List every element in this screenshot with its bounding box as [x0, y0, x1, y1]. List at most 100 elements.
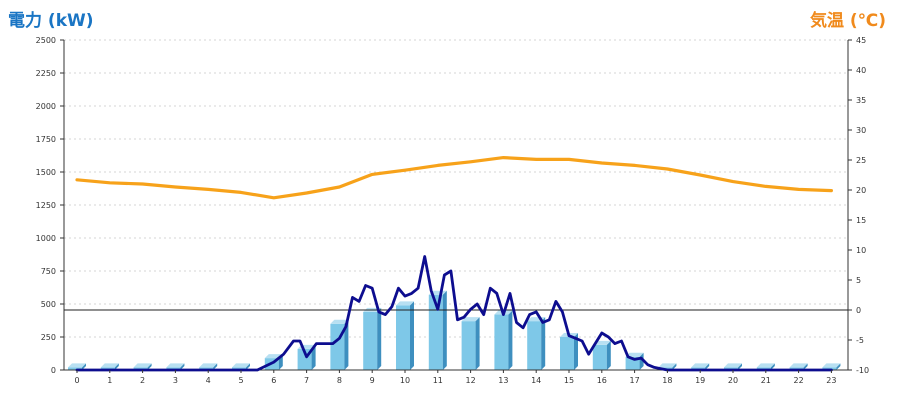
bar-top: [724, 363, 742, 368]
bar-side: [508, 310, 513, 370]
bar-top: [100, 363, 119, 368]
x-tick-label: 11: [433, 376, 443, 385]
bar-front: [68, 367, 82, 370]
power-bar: [363, 307, 382, 370]
x-tick-label: 2: [140, 376, 145, 385]
bar-side: [147, 363, 152, 370]
power-bar: [68, 363, 86, 370]
bar-side: [672, 363, 677, 370]
bar-side: [377, 307, 382, 370]
bar-top: [789, 363, 808, 368]
x-tick-label: 9: [370, 376, 375, 385]
x-tick-label: 7: [304, 376, 309, 385]
x-tick-label: 17: [630, 376, 640, 385]
temperature-line: [75, 156, 834, 200]
bar-top: [199, 363, 218, 368]
x-tick-label: 0: [74, 376, 79, 385]
left-tick-label: 1500: [36, 168, 56, 177]
power-bar: [461, 317, 480, 370]
power-bar: [396, 301, 414, 370]
bar-top: [232, 363, 250, 368]
bar-front: [560, 337, 574, 370]
tick-labels: 0 250 500 750 1000 1250 1500 1750 20 0 0 2250 2500 -1…: [36, 36, 869, 385]
bar-side: [803, 363, 808, 370]
right-tick-label: 10: [856, 246, 866, 255]
bar-top: [756, 363, 775, 368]
left-axis-title: 電力 (kW): [8, 11, 94, 31]
right-axis-title: 気温 (℃): [809, 11, 886, 31]
x-tick-label: 19: [695, 376, 705, 385]
bar-side: [606, 340, 611, 370]
bar-front: [494, 314, 509, 370]
bar-top: [396, 301, 414, 306]
left-tick-label: 1250: [36, 201, 56, 210]
bar-side: [246, 363, 250, 370]
bar-top: [822, 363, 841, 368]
bar-side: [475, 317, 480, 370]
bar-side: [442, 290, 447, 370]
bar-side: [705, 363, 710, 370]
power-bar: [592, 340, 611, 370]
right-tick-label: 45: [856, 36, 866, 45]
bar-side: [770, 363, 775, 370]
x-tick-label: 16: [597, 376, 607, 385]
left-tick-label: 0: [51, 366, 56, 375]
bar-front: [461, 321, 476, 370]
x-tick-label: 12: [466, 376, 476, 385]
x-tick-label: 5: [238, 376, 243, 385]
x-tick-label: 3: [173, 376, 178, 385]
bar-side: [344, 319, 349, 370]
bar-top: [658, 363, 677, 368]
bar-side: [82, 363, 86, 370]
left-tick-label: 750: [41, 267, 56, 276]
x-tick-label: 21: [761, 376, 771, 385]
bar-side: [311, 344, 316, 370]
right-tick-label: -10: [856, 366, 869, 375]
left-tick-label: 250: [41, 333, 56, 342]
left-tick-label: 1000: [36, 234, 56, 243]
right-tick-label: -5: [856, 336, 864, 345]
bar-side: [213, 363, 218, 370]
bar-side: [738, 363, 742, 370]
left-tick-label: 2500: [36, 36, 56, 45]
right-tick-label: 20: [856, 186, 866, 195]
x-tick-label: 4: [206, 376, 211, 385]
x-tick-label: 22: [794, 376, 804, 385]
bar-front: [363, 311, 378, 370]
right-tick-label: 35: [856, 96, 866, 105]
right-tick-label: 15: [856, 216, 866, 225]
power-bar: [560, 333, 578, 370]
left-tick-label: 1750: [36, 135, 56, 144]
bar-side: [574, 333, 578, 370]
power-bar: [527, 317, 546, 370]
x-tick-label: 15: [564, 376, 574, 385]
bar-top: [691, 363, 710, 368]
left-tick-label: 2250: [36, 69, 56, 78]
power-line: [75, 255, 833, 372]
bar-top: [133, 363, 152, 368]
bar-side: [836, 363, 841, 370]
bar-side: [114, 363, 119, 370]
right-tick-label: 30: [856, 126, 866, 135]
x-tick-label: 8: [337, 376, 342, 385]
power-bars: [68, 290, 841, 370]
bar-front: [396, 305, 410, 370]
right-tick-label: 0: [856, 306, 861, 315]
bar-top: [330, 319, 349, 324]
bar-side: [410, 301, 414, 370]
right-tick-label: 5: [856, 276, 861, 285]
series-lines: [75, 156, 834, 372]
bar-front: [592, 344, 607, 370]
x-tick-label: 20: [728, 376, 738, 385]
bar-side: [180, 363, 185, 370]
right-tick-label: 40: [856, 66, 866, 75]
power-bar: [494, 310, 513, 370]
bar-top: [625, 352, 644, 357]
bar-top: [68, 363, 86, 368]
bar-top: [461, 317, 480, 322]
x-tick-label: 23: [826, 376, 836, 385]
right-tick-label: 25: [856, 156, 866, 165]
left-tick-label: 500: [41, 300, 56, 309]
bar-top: [166, 363, 185, 368]
